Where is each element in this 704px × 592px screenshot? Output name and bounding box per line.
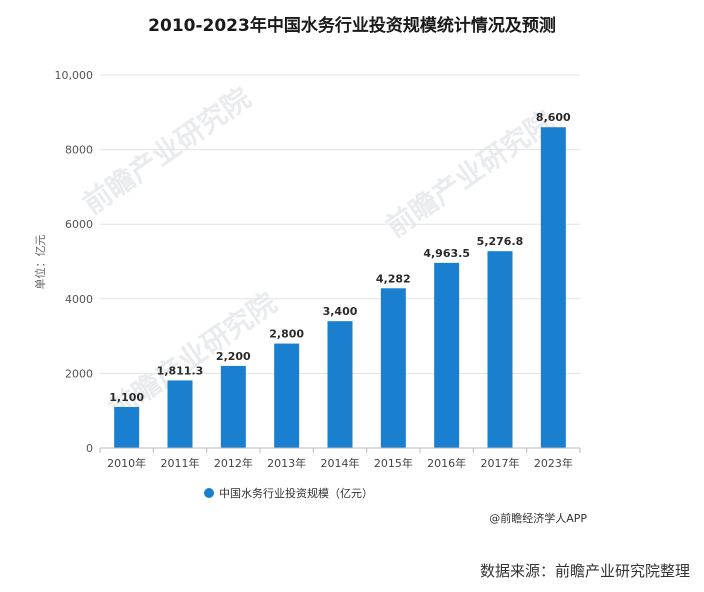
watermark-1: 前瞻产业研究院 <box>77 81 256 220</box>
bar-layer <box>114 127 566 448</box>
data-label: 1,100 <box>109 391 144 404</box>
data-label: 2,800 <box>269 328 304 341</box>
y-tick-label: 8000 <box>65 144 93 157</box>
bar <box>114 406 140 448</box>
x-tick-label: 2014年 <box>321 456 360 470</box>
bar <box>167 380 193 448</box>
data-label: 3,400 <box>323 305 358 318</box>
x-tick-label: 2011年 <box>161 456 200 470</box>
x-tick-label: 2012年 <box>214 456 253 470</box>
watermark-3: 前瞻产业研究院 <box>103 286 282 425</box>
x-tick-label: 2016年 <box>427 456 466 470</box>
data-label: 1,811.3 <box>157 364 204 377</box>
x-axis-ticks: 2010年 2011年 2012年 2013年 2014年 2015年 2016年 2017年… <box>99 448 581 470</box>
bar <box>327 321 353 448</box>
y-tick-label: 10,000 <box>55 69 94 82</box>
y-tick-label: 2000 <box>65 367 93 380</box>
y-axis-ticks: 0 2000 4000 6000 8000 10,000 <box>55 69 94 455</box>
data-label: 8,600 <box>536 111 571 124</box>
chart-title: 2010-2023年中国水务行业投资规模统计情况及预测 <box>148 15 556 36</box>
x-tick-label: 2010年 <box>107 456 146 470</box>
data-label: 4,963.5 <box>423 247 470 260</box>
x-tick-label: 2023年 <box>534 456 573 470</box>
watermark-2: 前瞻产业研究院 <box>380 104 559 243</box>
bar <box>540 127 566 448</box>
watermark-group: 前瞻产业研究院 前瞻产业研究院 前瞻产业研究院 <box>77 81 559 425</box>
x-tick-label: 2013年 <box>267 456 306 470</box>
data-label: 5,276.8 <box>477 235 524 248</box>
y-tick-label: 4000 <box>65 293 93 306</box>
source-text: 数据来源：前瞻产业研究院整理 <box>480 562 690 580</box>
bar <box>487 251 513 448</box>
data-label-layer: 1,100 1,811.3 2,200 2,800 3,400 4,282 4,963.5 5… <box>109 111 571 404</box>
bar <box>220 365 246 448</box>
x-tick-label: 2015年 <box>374 456 413 470</box>
data-label: 4,282 <box>376 272 411 285</box>
credit-text: @前瞻经济学人APP <box>489 511 587 525</box>
bar <box>380 288 406 448</box>
y-tick-label: 0 <box>86 442 93 455</box>
legend-label: 中国水务行业投资规模（亿元） <box>219 486 373 500</box>
legend-marker <box>204 488 214 498</box>
bar <box>274 343 300 448</box>
data-label: 2,200 <box>216 350 251 363</box>
bar <box>434 262 460 448</box>
x-tick-label: 2017年 <box>481 456 520 470</box>
legend: 中国水务行业投资规模（亿元） <box>204 486 373 500</box>
y-tick-label: 6000 <box>65 218 93 231</box>
y-axis-label: 单位：亿元 <box>33 235 47 290</box>
